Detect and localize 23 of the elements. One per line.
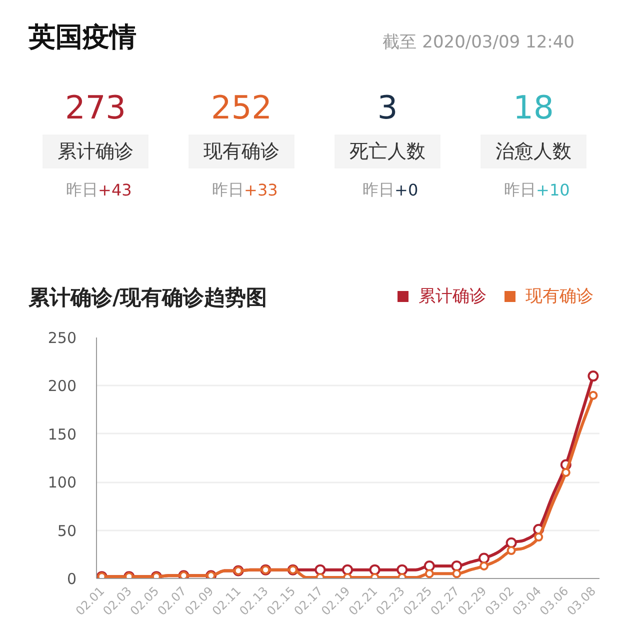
text: 昨日+43 bbox=[66, 180, 132, 200]
text: 累计确诊 bbox=[58, 140, 134, 162]
legend-label: 累计确诊 bbox=[418, 286, 486, 306]
text: 截至 2020/03/09 12:40 bbox=[382, 32, 574, 52]
y-tick-label: 50 bbox=[57, 522, 77, 540]
y-tick-label: 150 bbox=[48, 425, 77, 444]
text: 18 bbox=[513, 88, 554, 126]
text: 治愈人数 bbox=[496, 140, 572, 162]
text: 昨日+10 bbox=[504, 180, 570, 200]
text: 现有确诊 bbox=[204, 140, 280, 162]
y-tick-label: 200 bbox=[48, 377, 77, 396]
text: 273 bbox=[64, 88, 126, 126]
y-tick-label: 250 bbox=[48, 329, 77, 347]
chart-title: 累计确诊/现有确诊趋势图 bbox=[28, 286, 268, 310]
text: 252 bbox=[210, 88, 272, 126]
y-tick-label: 100 bbox=[48, 474, 77, 492]
text: 死亡人数 bbox=[350, 140, 426, 162]
legend-label: 现有确诊 bbox=[526, 286, 594, 306]
text: 3 bbox=[377, 88, 398, 126]
y-tick-label: 0 bbox=[66, 570, 77, 588]
text: 英国疫情 bbox=[28, 22, 136, 53]
text: 昨日+33 bbox=[212, 180, 278, 200]
text: 昨日+0 bbox=[362, 180, 418, 200]
